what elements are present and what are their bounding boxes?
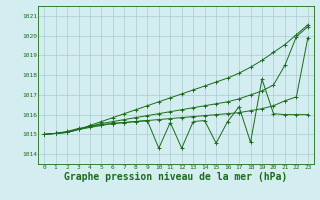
X-axis label: Graphe pression niveau de la mer (hPa): Graphe pression niveau de la mer (hPa) [64, 172, 288, 182]
